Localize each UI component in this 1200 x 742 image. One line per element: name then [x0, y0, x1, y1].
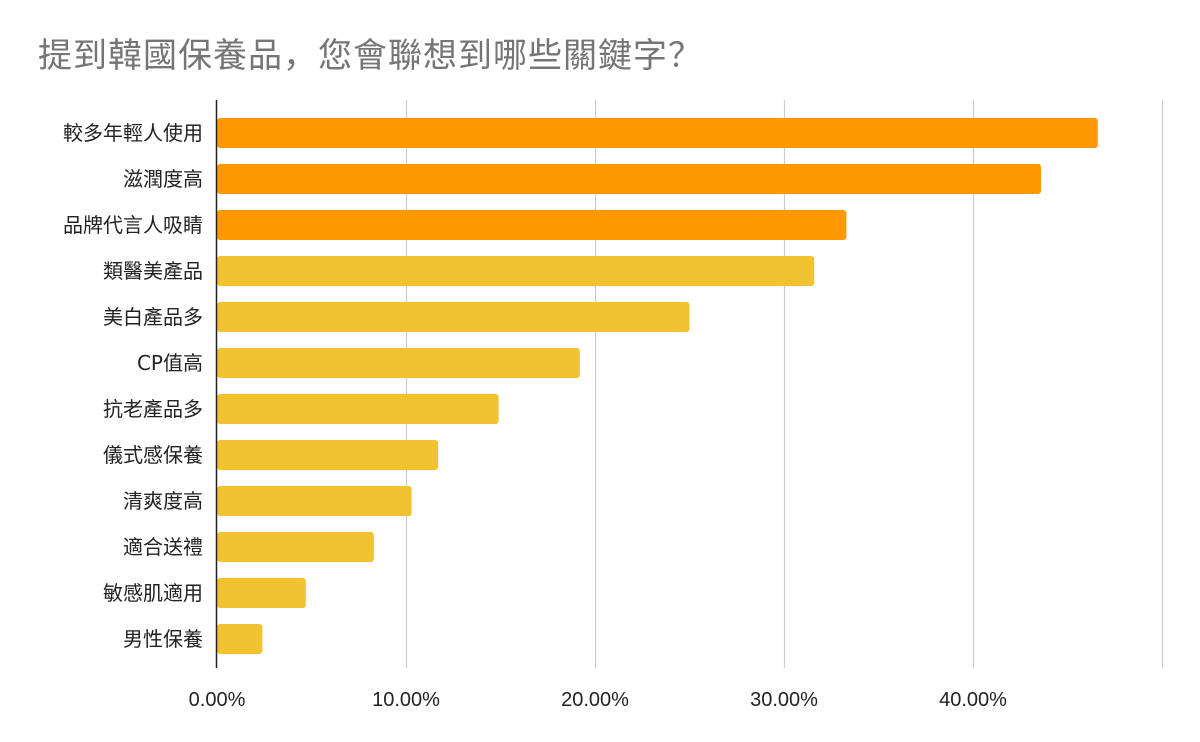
gridlines — [405, 100, 1164, 668]
bar-2 — [217, 164, 1042, 194]
category-label-10: 適合送禮 — [123, 535, 203, 559]
category-label-11: 敏感肌適用 — [103, 581, 203, 605]
bar-5 — [217, 302, 690, 332]
category-label-8: 儀式感保養 — [103, 443, 203, 467]
category-label-12: 男性保養 — [123, 627, 203, 651]
x-tick-label-5: 40.00% — [939, 689, 1007, 711]
bar-10 — [217, 532, 374, 562]
bar-11 — [217, 578, 306, 608]
x-tick-labels: 0.00% 10.00% 20.00% 30.00% 40.00% — [189, 689, 1007, 711]
category-label-1: 較多年輕人使用 — [63, 121, 203, 145]
bar-8 — [217, 440, 439, 470]
bars — [217, 118, 1098, 654]
x-tick-label-3: 20.00% — [561, 689, 629, 711]
bar-7 — [217, 394, 499, 424]
bar-1 — [217, 118, 1098, 148]
x-tick-label-1: 0.00% — [189, 689, 246, 711]
chart-title: 提到韓國保養品，您會聯想到哪些關鍵字？ — [38, 36, 703, 76]
bar-3 — [217, 210, 847, 240]
category-label-9: 清爽度高 — [123, 489, 203, 513]
bar-12 — [217, 624, 263, 654]
category-label-2: 滋潤度高 — [123, 167, 203, 191]
category-label-5: 美白產品多 — [103, 305, 203, 329]
category-label-4: 類醫美產品 — [103, 259, 203, 283]
category-label-3: 品牌代言人吸睛 — [63, 213, 203, 237]
x-tick-label-2: 10.00% — [372, 689, 440, 711]
bar-6 — [217, 348, 580, 378]
bar-4 — [217, 256, 815, 286]
x-tick-label-4: 30.00% — [750, 689, 818, 711]
category-label-7: 抗老產品多 — [103, 397, 203, 421]
category-label-6: CP值高 — [137, 351, 203, 375]
bar-9 — [217, 486, 412, 516]
